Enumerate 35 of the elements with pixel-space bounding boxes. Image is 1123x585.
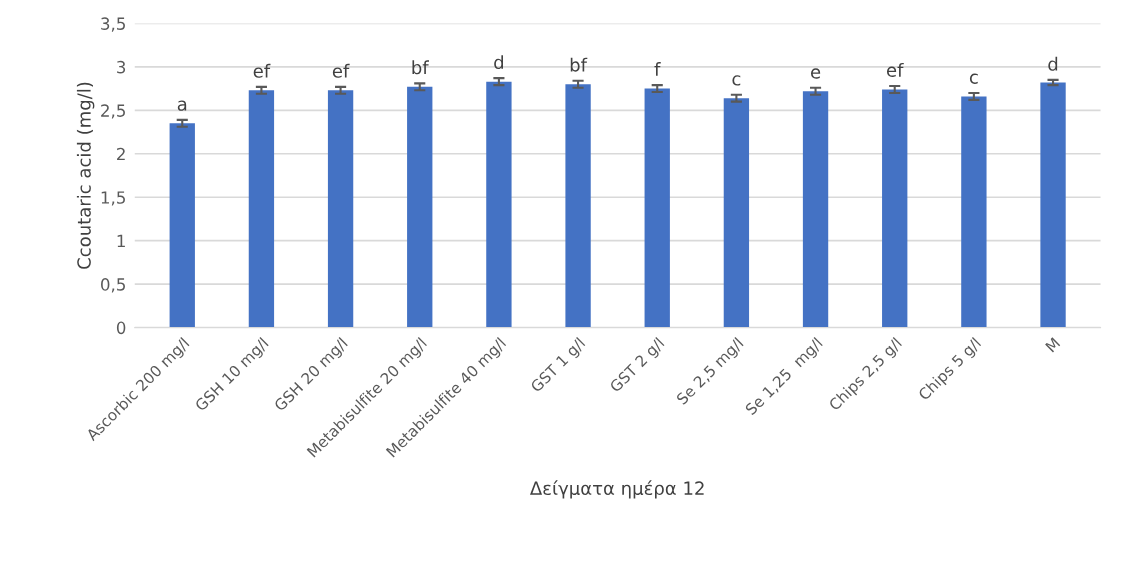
bar <box>248 90 275 328</box>
bar <box>723 98 750 328</box>
y-tick-label: 0,5 <box>101 278 125 293</box>
y-axis-title: Ccoutaric acid (mg/l) <box>76 82 95 269</box>
bar <box>882 89 908 328</box>
bar <box>486 81 512 328</box>
bar <box>644 88 670 328</box>
annotation: ef <box>886 62 904 77</box>
annotation: c <box>969 73 978 84</box>
annotation: a <box>177 100 187 111</box>
y-tick-label: 2,5 <box>101 104 125 119</box>
bar <box>961 96 987 328</box>
annotation: ef <box>253 63 271 78</box>
annotation: bf <box>412 60 429 75</box>
bar <box>565 84 591 328</box>
annotation: f <box>654 62 661 76</box>
annotation: bf <box>570 57 588 72</box>
bar <box>1040 82 1066 328</box>
x-axis-title: Δείγματα ημέρα 12 <box>530 480 704 499</box>
annotation: d <box>494 55 503 70</box>
annotation: e <box>811 68 821 79</box>
y-tick-label: 1 <box>117 234 125 248</box>
x-tick-label: M <box>1045 337 1061 353</box>
bar <box>327 90 354 328</box>
y-tick-label: 1,5 <box>101 191 125 206</box>
bar <box>802 91 829 328</box>
y-tick-label: 0 <box>116 321 126 335</box>
bar <box>169 123 195 328</box>
y-tick-label: 3 <box>117 60 126 74</box>
y-tick-label: 2 <box>117 147 125 161</box>
bar <box>407 86 433 328</box>
y-tick-label: 3,5 <box>101 17 125 32</box>
annotation: ef <box>332 63 350 78</box>
annotation: d <box>1048 56 1058 71</box>
annotation: c <box>732 75 741 86</box>
